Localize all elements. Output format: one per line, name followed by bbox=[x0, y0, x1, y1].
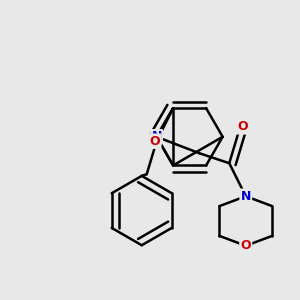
Text: N: N bbox=[241, 190, 251, 203]
Text: N: N bbox=[152, 130, 162, 143]
Text: O: O bbox=[150, 135, 160, 148]
Text: O: O bbox=[241, 239, 251, 252]
Text: O: O bbox=[237, 120, 248, 134]
